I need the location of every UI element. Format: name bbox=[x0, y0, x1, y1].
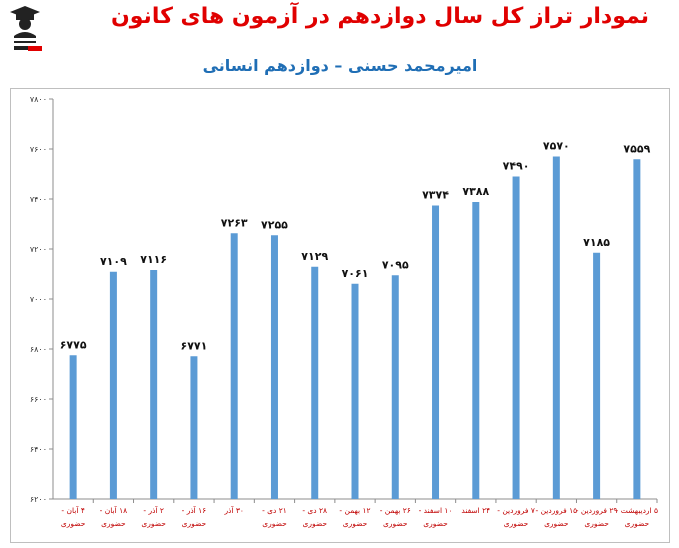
x-tick-label-line2: حضوری bbox=[584, 519, 609, 528]
x-tick-label: ۲۱ دی - bbox=[262, 506, 287, 515]
x-tick-label: ۲۶ بهمن - bbox=[380, 506, 411, 515]
x-tick-label-line2: حضوری bbox=[141, 519, 166, 528]
x-tick-label: ۷ فروردین - bbox=[497, 506, 535, 515]
x-tick-label: ۴ آبان - bbox=[61, 505, 84, 515]
y-tick-label: ۶۴۰۰ bbox=[30, 445, 47, 454]
y-tick-label: ۷۴۰۰ bbox=[30, 195, 47, 204]
y-tick-label: ۷۲۰۰ bbox=[30, 245, 47, 254]
bar bbox=[270, 235, 278, 499]
x-tick-label: ۱۰ اسفند - bbox=[419, 506, 453, 515]
x-tick-label-line2: حضوری bbox=[101, 519, 126, 528]
y-tick-label: ۷۸۰۰ bbox=[30, 95, 47, 104]
bar bbox=[391, 275, 399, 499]
bar bbox=[432, 205, 440, 499]
y-tick-label: ۷۶۰۰ bbox=[30, 145, 47, 154]
x-tick-label-line2: حضوری bbox=[544, 519, 569, 528]
x-tick-label: ۱۲ بهمن - bbox=[339, 506, 370, 515]
bar bbox=[230, 233, 238, 499]
data-label: ۷۲۶۳ bbox=[221, 216, 248, 229]
x-tick-label: ۳۰ آذر bbox=[223, 505, 244, 515]
chart-subtitle: امیرمحمد حسنی – دوازدهم انسانی bbox=[202, 56, 478, 75]
data-label: ۷۱۱۶ bbox=[140, 253, 167, 266]
bar-chart: ۶۲۰۰ ۶۴۰۰ ۶۶۰۰ ۶۸۰۰ ۷۰۰۰ ۷۲۰۰ ۷۴۰۰ ۷۶۰۰ ۷۸۰۰ ۴ آ… bbox=[30, 95, 658, 528]
bar bbox=[109, 271, 117, 499]
bar bbox=[633, 159, 641, 499]
y-tick-label: ۶۶۰۰ bbox=[30, 395, 47, 404]
data-label: ۶۷۷۵ bbox=[60, 338, 87, 351]
data-label: ۷۴۹۰ bbox=[503, 160, 530, 173]
bar bbox=[311, 266, 319, 499]
x-tick-label: ۲۴ اسفند bbox=[461, 506, 490, 515]
bars bbox=[69, 156, 641, 499]
chart-title: نمودار تراز کل سال دوازدهم در آزمون های … bbox=[110, 4, 650, 29]
data-label: ۷۳۷۴ bbox=[422, 189, 449, 202]
data-label: ۶۷۷۱ bbox=[181, 339, 208, 352]
x-tick-label-line2: حضوری bbox=[302, 519, 327, 528]
data-label: ۷۲۵۵ bbox=[261, 218, 288, 231]
graduate-logo-icon bbox=[6, 4, 44, 52]
x-tick-label: ۵ اردیبهشت - bbox=[616, 506, 658, 515]
data-label: ۷۵۵۹ bbox=[623, 142, 650, 155]
x-tick-label-line2: حضوری bbox=[262, 519, 287, 528]
data-label: ۷۵۷۰ bbox=[543, 140, 570, 153]
x-tick-label-line2: حضوری bbox=[182, 519, 207, 528]
bar bbox=[150, 270, 158, 499]
data-labels: ۶۷۷۵ ۷۱۰۹ ۷۱۱۶ ۶۷۷۱ ۷۲۶۳ ۷۲۵۵ ۷۱۲۹ ۷۰۶۱ ۷۰۹۵ ۷۳۷۴… bbox=[60, 140, 651, 353]
bar bbox=[593, 252, 601, 499]
x-axis: ۴ آبان - حضوری ۱۸ آبان - حضوری ۲ آذر - حضوری ۱… bbox=[53, 498, 658, 528]
bar bbox=[472, 202, 480, 499]
x-tick-label: ۲ آذر - bbox=[143, 505, 164, 515]
bar bbox=[512, 176, 520, 499]
y-tick-label: ۶۸۰۰ bbox=[30, 345, 47, 354]
x-tick-label: ۲۸ دی - bbox=[302, 506, 327, 515]
x-tick-label-line2: حضوری bbox=[383, 519, 408, 528]
data-label: ۷۱۸۵ bbox=[583, 236, 610, 249]
x-tick-label-line2: حضوری bbox=[504, 519, 529, 528]
x-tick-label: ۱۶ آذر - bbox=[182, 505, 207, 515]
data-label: ۷۱۰۹ bbox=[100, 255, 127, 268]
data-label: ۷۳۸۸ bbox=[462, 185, 489, 198]
chart-frame: ۶۲۰۰ ۶۴۰۰ ۶۶۰۰ ۶۸۰۰ ۷۰۰۰ ۷۲۰۰ ۷۴۰۰ ۷۶۰۰ ۷۸۰۰ ۴ آ… bbox=[10, 88, 670, 543]
x-tick-label: ۱۵ فروردین - bbox=[536, 506, 578, 515]
y-tick-label: ۶۲۰۰ bbox=[30, 495, 47, 504]
y-axis: ۶۲۰۰ ۶۴۰۰ ۶۶۰۰ ۶۸۰۰ ۷۰۰۰ ۷۲۰۰ ۷۴۰۰ ۷۶۰۰ ۷۸۰۰ bbox=[30, 95, 54, 504]
data-label: ۷۱۲۹ bbox=[301, 250, 328, 263]
data-label: ۷۰۹۵ bbox=[382, 258, 409, 271]
x-tick-label: ۲۹ فروردین - bbox=[576, 506, 618, 515]
data-label: ۷۰۶۱ bbox=[342, 267, 369, 280]
x-tick-label: ۱۸ آبان - bbox=[100, 505, 128, 515]
x-tick-label-line2: حضوری bbox=[61, 519, 86, 528]
y-tick-label: ۷۰۰۰ bbox=[30, 295, 47, 304]
bar bbox=[351, 283, 359, 499]
bar bbox=[190, 356, 198, 499]
x-tick-label-line2: حضوری bbox=[343, 519, 368, 528]
bar bbox=[552, 156, 560, 499]
x-tick-label-line2: حضوری bbox=[423, 519, 448, 528]
x-tick-label-line2: حضوری bbox=[625, 519, 650, 528]
bar bbox=[69, 355, 77, 499]
